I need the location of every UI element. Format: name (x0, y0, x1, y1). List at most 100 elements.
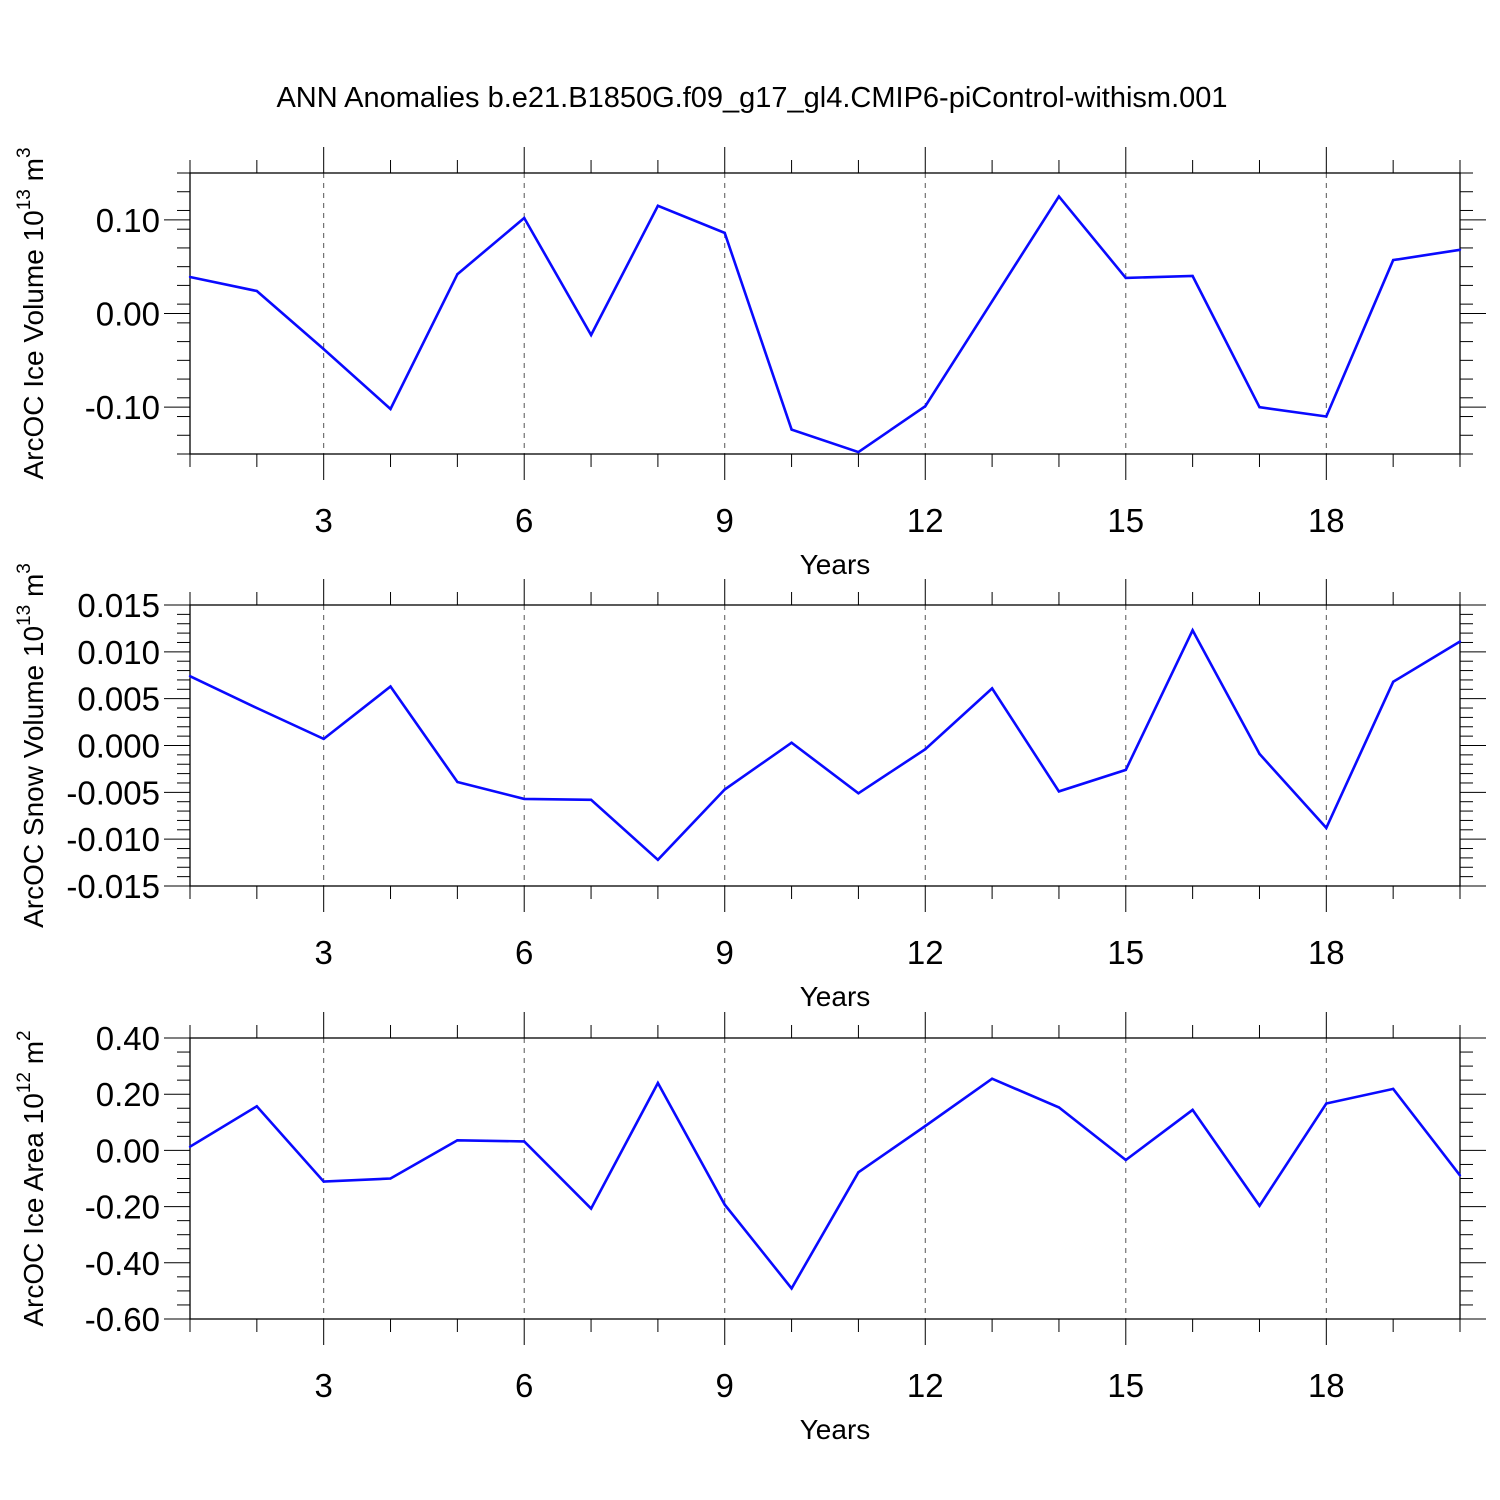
data-point (456, 272, 459, 276)
y-tick-label: -0.40 (85, 1245, 160, 1282)
data-point (1258, 752, 1261, 756)
data-point (1124, 1158, 1127, 1162)
y-axis-label-superscript: 13 (14, 189, 35, 210)
data-point (322, 347, 325, 351)
y-axis-label-part: m (18, 158, 49, 189)
data-point (188, 674, 192, 678)
data-point (523, 216, 526, 220)
x-tick-label: 3 (315, 934, 333, 971)
y-axis-label-part: ArcOC Ice Volume 10 (18, 210, 49, 479)
data-point (589, 333, 593, 337)
x-tick-label: 12 (907, 934, 944, 971)
data-point (255, 1105, 259, 1108)
y-axis-label-superscript: 12 (14, 1072, 35, 1093)
data-point (589, 798, 593, 802)
y-axis-label-superscript: 3 (14, 563, 35, 574)
y-tick-label: -0.010 (66, 821, 160, 858)
y-axis-label-part: ArcOC Ice Area 10 (18, 1093, 49, 1326)
y-tick-label: 0.20 (96, 1076, 160, 1113)
data-point (1458, 1174, 1462, 1177)
data-point (723, 1203, 726, 1206)
data-point (990, 1077, 994, 1080)
plot-frame (189, 172, 1461, 455)
x-tick-label: 15 (1107, 502, 1144, 539)
data-point (990, 687, 994, 690)
data-point (656, 204, 660, 207)
data-point (188, 275, 192, 279)
y-axis-label-part: m (18, 574, 49, 605)
data-point (1191, 274, 1194, 278)
y-axis-label-part: ArcOC Snow Volume 10 (18, 626, 49, 928)
y-axis-label-superscript: 3 (14, 147, 35, 158)
data-point (1325, 826, 1328, 830)
data-point (1391, 680, 1395, 684)
data-point (389, 407, 392, 411)
x-tick-label: 6 (515, 502, 533, 539)
data-point (1458, 248, 1462, 252)
x-tick-label: 9 (716, 1367, 734, 1404)
data-point (1258, 1204, 1261, 1207)
x-tick-label: 12 (907, 502, 944, 539)
data-point (1057, 790, 1061, 793)
x-tick-label: 18 (1308, 1367, 1345, 1404)
data-point (723, 788, 726, 791)
data-point (790, 1287, 793, 1290)
data-point (456, 1139, 459, 1142)
x-axis-label: Years (800, 549, 871, 580)
data-point (857, 1171, 860, 1174)
y-tick-label: 0.005 (77, 681, 160, 718)
data-point (790, 428, 793, 431)
data-point (857, 450, 860, 454)
data-point (1391, 258, 1395, 262)
y-tick-label: 0.010 (77, 634, 160, 671)
data-point (1057, 1106, 1061, 1109)
x-tick-label: 15 (1107, 934, 1144, 971)
panel-1: 3 6 9 12 15 18 Years -0.10 0.00 0.10 ArcOC Ice Vol… (14, 147, 1486, 580)
x-axis-label: Years (800, 1414, 871, 1445)
x-tick-label: 3 (315, 502, 333, 539)
y-axis-label-part: m (18, 1041, 49, 1072)
y-tick-label: 0.015 (77, 587, 160, 624)
y-axis-label-superscript: 13 (14, 605, 35, 626)
data-point (656, 1081, 660, 1085)
y-tick-label: -0.005 (66, 774, 160, 811)
plot-frame (189, 604, 1461, 887)
data-point (1391, 1087, 1395, 1091)
y-axis-label: ArcOC Snow Volume 1013 m3 (14, 563, 49, 928)
series-line (189, 627, 1461, 862)
data-point (1124, 276, 1127, 280)
data-point (589, 1207, 593, 1210)
data-point (322, 1180, 325, 1183)
data-point (389, 1177, 392, 1180)
data-point (456, 780, 459, 784)
y-axis-label: ArcOC Ice Volume 1013 m3 (14, 147, 49, 479)
data-point (1191, 1108, 1194, 1112)
data-point (1124, 768, 1127, 772)
series-line (189, 194, 1461, 454)
data-point (255, 289, 259, 293)
y-tick-label: 0.40 (96, 1020, 160, 1057)
data-point (255, 706, 259, 710)
data-point (523, 1140, 526, 1143)
y-tick-label: 0.00 (96, 1132, 160, 1169)
x-tick-label: 18 (1308, 934, 1345, 971)
data-point (857, 792, 860, 795)
y-axis-label: ArcOC Ice Area 1012 m2 (14, 1030, 49, 1326)
x-tick-label: 9 (716, 502, 734, 539)
series-line (189, 1077, 1462, 1291)
y-axis-label-superscript: 2 (14, 1030, 35, 1041)
data-point (990, 300, 994, 303)
data-point (1325, 1102, 1328, 1105)
data-point (389, 685, 392, 688)
data-point (790, 741, 793, 744)
y-tick-label: -0.015 (66, 868, 160, 905)
data-point (322, 737, 325, 741)
panel-2: 3 6 9 12 15 18 Years -0.015 -0.010 -0.005 0.000 0.0… (14, 563, 1486, 1012)
data-point (1191, 629, 1194, 632)
x-tick-label: 18 (1308, 502, 1345, 539)
data-point (1325, 415, 1328, 418)
y-tick-label: 0.10 (96, 202, 160, 239)
data-point (1458, 640, 1462, 643)
data-point (656, 858, 660, 861)
data-point (723, 231, 726, 235)
